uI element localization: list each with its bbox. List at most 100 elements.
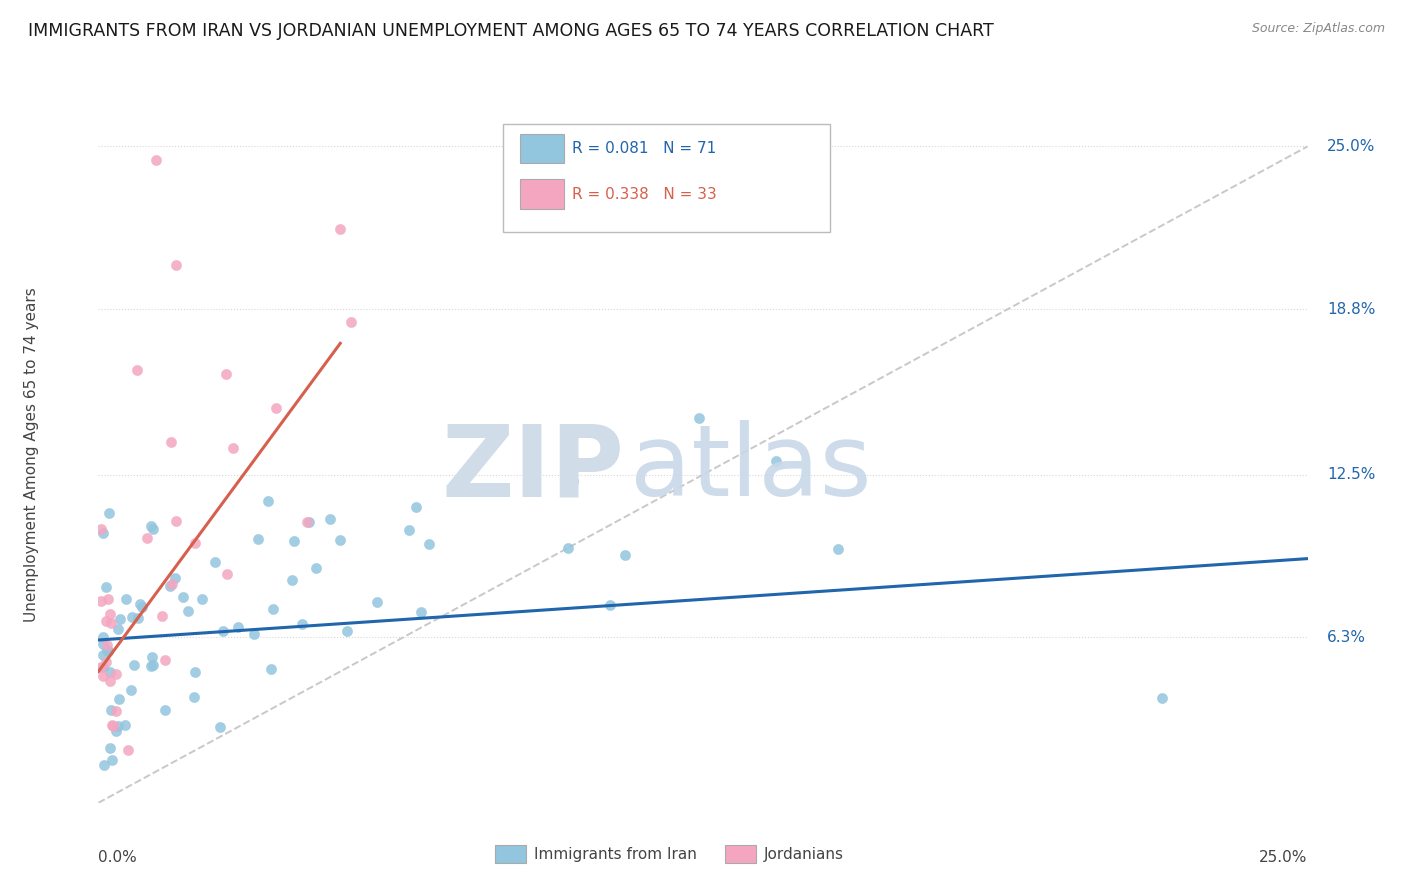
- FancyBboxPatch shape: [495, 846, 526, 863]
- Point: [398, 523, 420, 537]
- Point: [163, 571, 186, 585]
- Point: [295, 515, 318, 529]
- Point: [291, 616, 314, 631]
- Point: [90, 594, 112, 608]
- Point: [90, 522, 112, 536]
- Point: [329, 533, 352, 548]
- Point: [98, 665, 121, 679]
- Point: [91, 648, 114, 663]
- Point: [183, 690, 205, 704]
- Point: [136, 531, 159, 545]
- FancyBboxPatch shape: [724, 846, 756, 863]
- Point: [561, 474, 583, 488]
- Point: [90, 660, 112, 674]
- Point: [127, 362, 149, 376]
- Point: [243, 627, 266, 641]
- Point: [129, 597, 152, 611]
- Text: R = 0.081   N = 71: R = 0.081 N = 71: [572, 141, 717, 156]
- Point: [827, 542, 849, 557]
- Point: [108, 692, 131, 706]
- Text: 18.8%: 18.8%: [1327, 301, 1375, 317]
- Point: [97, 643, 120, 657]
- Point: [101, 718, 124, 732]
- Point: [1152, 690, 1174, 705]
- Point: [165, 258, 187, 272]
- Point: [172, 591, 194, 605]
- Point: [305, 560, 328, 574]
- Point: [107, 719, 129, 733]
- Text: 12.5%: 12.5%: [1327, 467, 1375, 482]
- Point: [142, 522, 165, 536]
- Point: [155, 703, 177, 717]
- Text: R = 0.338   N = 33: R = 0.338 N = 33: [572, 186, 717, 202]
- Point: [256, 494, 278, 508]
- Point: [101, 753, 124, 767]
- Point: [184, 536, 207, 550]
- Point: [366, 595, 388, 609]
- Point: [204, 555, 226, 569]
- Text: IMMIGRANTS FROM IRAN VS JORDANIAN UNEMPLOYMENT AMONG AGES 65 TO 74 YEARS CORRELA: IMMIGRANTS FROM IRAN VS JORDANIAN UNEMPL…: [28, 22, 994, 40]
- Point: [159, 435, 181, 450]
- Point: [127, 610, 149, 624]
- Point: [104, 723, 127, 738]
- Point: [418, 537, 440, 551]
- Point: [108, 612, 131, 626]
- Point: [688, 410, 710, 425]
- Point: [409, 605, 432, 619]
- Point: [94, 615, 117, 629]
- Point: [121, 610, 143, 624]
- Point: [298, 515, 321, 529]
- Point: [159, 579, 181, 593]
- Text: Source: ZipAtlas.com: Source: ZipAtlas.com: [1251, 22, 1385, 36]
- Text: Unemployment Among Ages 65 to 74 years: Unemployment Among Ages 65 to 74 years: [24, 287, 39, 623]
- Point: [176, 604, 198, 618]
- Point: [340, 315, 363, 329]
- Point: [160, 576, 183, 591]
- Text: 25.0%: 25.0%: [1327, 139, 1375, 154]
- Point: [183, 665, 205, 679]
- Text: Jordanians: Jordanians: [763, 847, 844, 862]
- Text: 25.0%: 25.0%: [1260, 850, 1308, 865]
- Point: [139, 658, 162, 673]
- Point: [97, 591, 120, 606]
- Point: [150, 609, 173, 624]
- Point: [212, 624, 235, 638]
- Text: Immigrants from Iran: Immigrants from Iran: [534, 847, 696, 862]
- Point: [319, 512, 342, 526]
- Point: [94, 580, 117, 594]
- Point: [222, 441, 245, 455]
- Point: [191, 592, 214, 607]
- Point: [98, 673, 121, 688]
- Point: [214, 367, 236, 381]
- Point: [283, 533, 305, 548]
- Point: [114, 591, 136, 606]
- Point: [281, 573, 304, 587]
- Point: [336, 624, 359, 638]
- Point: [246, 532, 269, 546]
- Point: [91, 659, 114, 673]
- FancyBboxPatch shape: [520, 179, 564, 209]
- Point: [98, 507, 121, 521]
- Point: [215, 566, 238, 581]
- Text: ZIP: ZIP: [441, 420, 624, 517]
- Point: [101, 718, 124, 732]
- Point: [614, 548, 637, 562]
- Point: [557, 541, 579, 555]
- Point: [107, 622, 129, 636]
- Point: [98, 741, 121, 756]
- Text: atlas: atlas: [630, 420, 872, 517]
- Point: [260, 662, 283, 676]
- Point: [117, 743, 139, 757]
- Point: [94, 655, 117, 669]
- Text: 0.0%: 0.0%: [98, 850, 138, 865]
- Point: [100, 615, 122, 630]
- Point: [599, 598, 621, 612]
- Point: [141, 649, 163, 664]
- Text: 6.3%: 6.3%: [1327, 630, 1365, 645]
- Point: [405, 500, 427, 515]
- Point: [264, 401, 287, 416]
- Point: [100, 703, 122, 717]
- Point: [91, 630, 114, 644]
- Point: [765, 454, 787, 468]
- Point: [91, 669, 114, 683]
